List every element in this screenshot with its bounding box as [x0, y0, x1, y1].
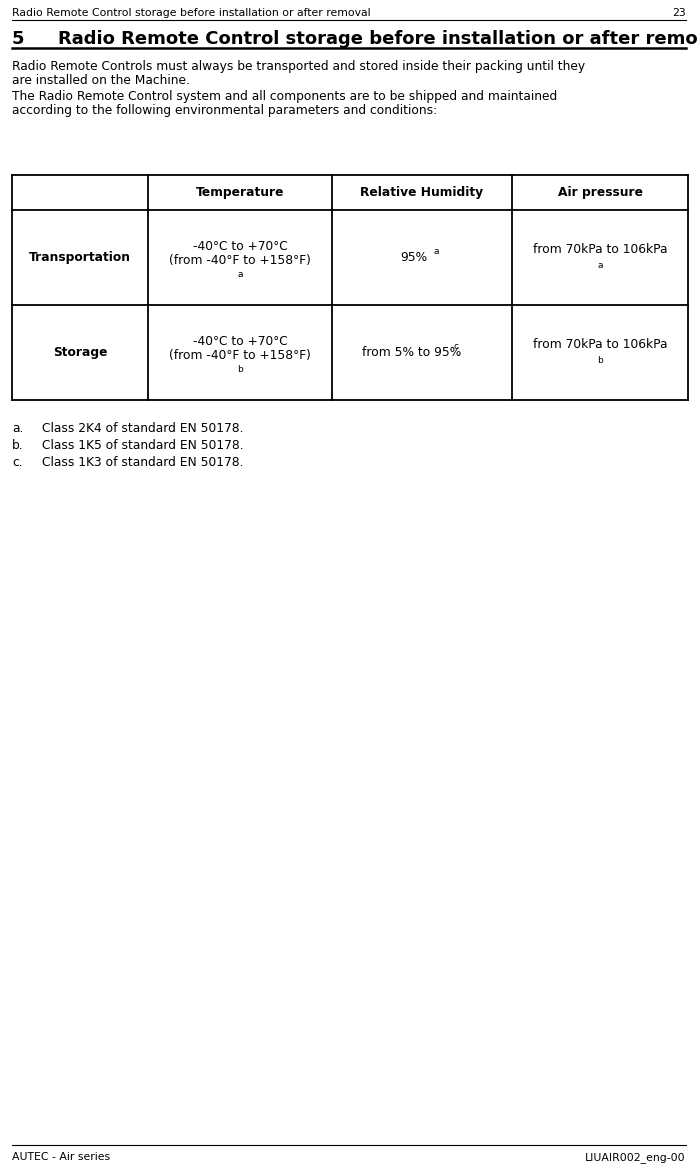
Text: a: a: [597, 261, 603, 270]
Text: b.: b.: [12, 439, 24, 452]
Text: according to the following environmental parameters and conditions:: according to the following environmental…: [12, 104, 437, 117]
Text: from 70kPa to 106kPa: from 70kPa to 106kPa: [533, 243, 667, 256]
Text: b: b: [237, 365, 243, 373]
Text: Air pressure: Air pressure: [558, 186, 642, 200]
Text: are installed on the Machine.: are installed on the Machine.: [12, 74, 190, 88]
Text: Relative Humidity: Relative Humidity: [360, 186, 484, 200]
Text: -40°C to +70°C: -40°C to +70°C: [193, 240, 288, 253]
Text: b: b: [597, 356, 603, 365]
Text: LIUAIR002_eng-00: LIUAIR002_eng-00: [586, 1152, 686, 1162]
Text: from 70kPa to 106kPa: from 70kPa to 106kPa: [533, 338, 667, 351]
Text: from 5% to 95%: from 5% to 95%: [362, 345, 461, 359]
Text: AUTEC - Air series: AUTEC - Air series: [12, 1152, 110, 1162]
Text: c: c: [454, 342, 459, 351]
Text: Storage: Storage: [53, 345, 107, 359]
Text: (from -40°F to +158°F): (from -40°F to +158°F): [169, 349, 311, 362]
Text: Transportation: Transportation: [29, 251, 131, 264]
Text: Radio Remote Control storage before installation or after removal: Radio Remote Control storage before inst…: [58, 30, 698, 48]
Text: a.: a.: [12, 422, 23, 435]
Text: a: a: [237, 270, 243, 279]
Text: Radio Remote Controls must always be transported and stored inside their packing: Radio Remote Controls must always be tra…: [12, 60, 585, 74]
Text: Class 2K4 of standard EN 50178.: Class 2K4 of standard EN 50178.: [42, 422, 244, 435]
Text: 95%: 95%: [401, 251, 428, 264]
Text: Temperature: Temperature: [195, 186, 284, 200]
Text: a: a: [434, 247, 440, 256]
Text: -40°C to +70°C: -40°C to +70°C: [193, 335, 288, 348]
Text: Class 1K3 of standard EN 50178.: Class 1K3 of standard EN 50178.: [42, 456, 244, 469]
Text: (from -40°F to +158°F): (from -40°F to +158°F): [169, 254, 311, 267]
Text: 5: 5: [12, 30, 24, 48]
Text: Class 1K5 of standard EN 50178.: Class 1K5 of standard EN 50178.: [42, 439, 244, 452]
Text: Radio Remote Control storage before installation or after removal: Radio Remote Control storage before inst…: [12, 8, 371, 18]
Text: 23: 23: [672, 8, 686, 18]
Text: c.: c.: [12, 456, 22, 469]
Text: The Radio Remote Control system and all components are to be shipped and maintai: The Radio Remote Control system and all …: [12, 90, 557, 103]
